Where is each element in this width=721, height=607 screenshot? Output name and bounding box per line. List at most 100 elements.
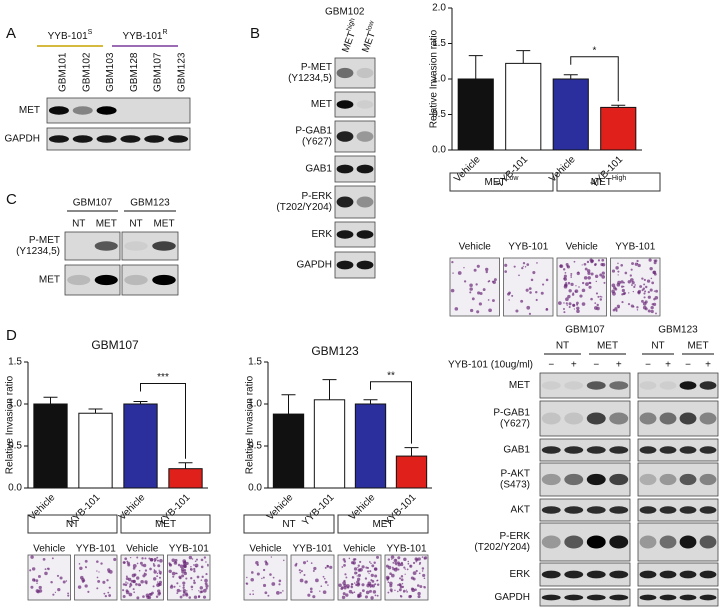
cell-dot <box>389 581 393 586</box>
cell-dot <box>29 569 32 572</box>
cell-dot <box>590 297 593 301</box>
image-label: YYB-101 <box>169 544 209 555</box>
cell-dot <box>422 573 426 578</box>
cell-dot <box>96 560 99 563</box>
cell-dot <box>631 284 633 286</box>
cell-dot <box>404 573 406 575</box>
cell-dot <box>193 595 198 599</box>
cell-dot <box>589 258 593 262</box>
row-label: GAPDH <box>296 260 332 271</box>
group-label: NT <box>282 519 295 530</box>
cell-dot <box>357 573 361 578</box>
cell-dot <box>369 570 372 573</box>
cell-dot <box>125 577 129 581</box>
cell-dot <box>493 278 497 282</box>
blot-band <box>659 381 677 390</box>
group-box <box>449 172 554 192</box>
cell-dot <box>406 590 408 593</box>
blot <box>637 462 719 497</box>
cell-dot <box>408 595 412 599</box>
blot-band <box>564 594 584 601</box>
cell-dot <box>417 591 421 596</box>
cell-dot <box>387 591 390 594</box>
row-label: MET <box>19 105 40 116</box>
cell-dot <box>85 566 87 569</box>
cell-dot <box>630 268 633 271</box>
cell-dot <box>651 303 654 306</box>
cell-dot <box>182 586 185 589</box>
cell-dot <box>485 267 489 272</box>
cell-dot <box>594 302 597 305</box>
cell-dot <box>563 283 568 288</box>
cell-dot <box>324 580 328 584</box>
cell-dot <box>136 576 140 580</box>
cell-dot <box>141 557 144 560</box>
cell-dot <box>558 301 562 305</box>
group-label: NT <box>66 519 79 530</box>
cell-dot <box>294 563 298 567</box>
cell-dot <box>573 260 576 263</box>
blot-band <box>586 473 606 486</box>
blot <box>46 127 191 151</box>
cell-dot <box>185 577 188 580</box>
blot-band <box>336 196 354 208</box>
cell-dot <box>179 585 181 587</box>
cell-dot <box>298 569 301 572</box>
blot-band <box>48 106 69 115</box>
cell-dot <box>647 295 651 299</box>
cell-dot <box>365 590 370 595</box>
cell-dot <box>400 563 404 567</box>
row-label: (T202/Y204) <box>474 542 530 553</box>
y-tick-label: 1.0 <box>432 74 446 85</box>
blot-band <box>541 535 561 549</box>
cell-dot <box>201 575 204 578</box>
cell-dot <box>545 307 548 310</box>
cell-dot <box>570 276 572 278</box>
cell-dot <box>630 278 634 282</box>
cell-dot <box>643 292 646 295</box>
cell-dot <box>641 277 644 280</box>
cell-dot <box>272 576 275 579</box>
cell-dot <box>36 590 40 594</box>
group-label: MET <box>155 519 176 530</box>
cell-dot <box>67 594 70 597</box>
cell-dot <box>156 559 160 562</box>
cell-dot <box>122 595 126 598</box>
blot-band <box>336 260 354 270</box>
cell-dot <box>601 296 603 298</box>
group-label: NT <box>651 341 664 352</box>
cell-dot <box>617 270 620 273</box>
cell-dot <box>179 595 183 599</box>
group-label-base: NT <box>282 519 295 530</box>
cell-dot <box>352 558 356 561</box>
y-axis-label: Relative Invasion ratio <box>5 375 16 474</box>
cell-dot <box>471 297 475 301</box>
cell-dot <box>369 589 372 593</box>
cell-dot <box>343 586 347 590</box>
cell-dot <box>532 270 536 275</box>
cell-dot <box>417 595 421 599</box>
cell-dot <box>628 292 630 294</box>
cell-dot <box>84 584 88 588</box>
error-bar <box>363 399 378 404</box>
cell-dot <box>563 274 567 278</box>
x-tick-label: Vehicle <box>547 154 578 185</box>
cell-dot <box>376 579 379 581</box>
cell-dot <box>627 303 631 306</box>
cell-dot <box>400 578 404 582</box>
cell-dot <box>249 593 252 596</box>
blot-band <box>96 135 117 143</box>
image-label: Vehicle <box>249 544 282 555</box>
blot-band <box>541 506 561 514</box>
cell-dot <box>617 280 621 285</box>
blot <box>539 400 631 437</box>
cell-dot <box>387 565 392 570</box>
blot <box>46 97 191 124</box>
cell-dot <box>267 594 270 597</box>
lane-label: GBM102 <box>81 52 92 92</box>
cell-dot <box>190 577 193 580</box>
cell-dot <box>387 581 390 584</box>
cell-dot <box>401 582 404 585</box>
cell-dot <box>596 306 600 311</box>
cell-dot <box>153 564 156 567</box>
